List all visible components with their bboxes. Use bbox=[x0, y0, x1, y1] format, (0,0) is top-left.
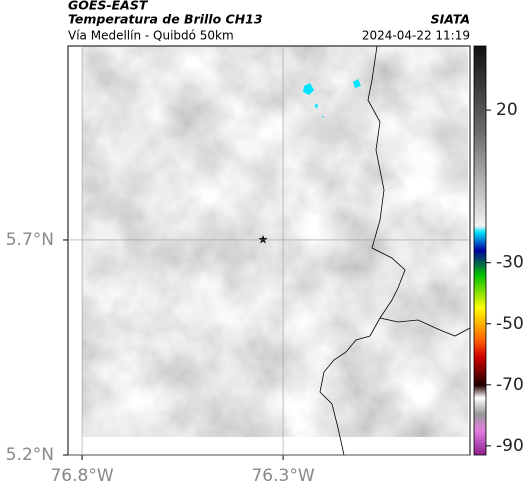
timestamp: 2024-04-22 11:19 bbox=[362, 29, 470, 43]
x-tick-label: 76.8°W bbox=[50, 466, 113, 486]
y-tick-label: 5.2°N bbox=[6, 445, 54, 465]
location: Vía Medellín - Quibdó 50km bbox=[68, 29, 234, 43]
y-tick-label: 5.7°N bbox=[6, 230, 54, 250]
colorbar-tick-label: 20 bbox=[496, 100, 518, 120]
source: SIATA bbox=[431, 12, 470, 27]
map-area: ★ bbox=[67, 45, 471, 456]
coastline bbox=[367, 45, 471, 337]
title: GOES-EAST bbox=[68, 0, 149, 13]
colorbar-tick-label: -90 bbox=[496, 436, 524, 456]
subtitle: Temperatura de Brillo CH13 bbox=[68, 12, 263, 27]
border-line bbox=[319, 317, 381, 456]
cold-cloud-tops bbox=[303, 79, 361, 118]
x-tick-label: 76.3°W bbox=[251, 466, 314, 486]
colorbar-tick-label: -30 bbox=[496, 253, 524, 273]
brightness-field bbox=[82, 46, 468, 437]
city-marker: ★ bbox=[258, 233, 269, 247]
colorbar bbox=[473, 45, 487, 456]
colorbar-tick-label: -50 bbox=[496, 314, 524, 334]
colorbar-tick-label: -70 bbox=[496, 375, 524, 395]
